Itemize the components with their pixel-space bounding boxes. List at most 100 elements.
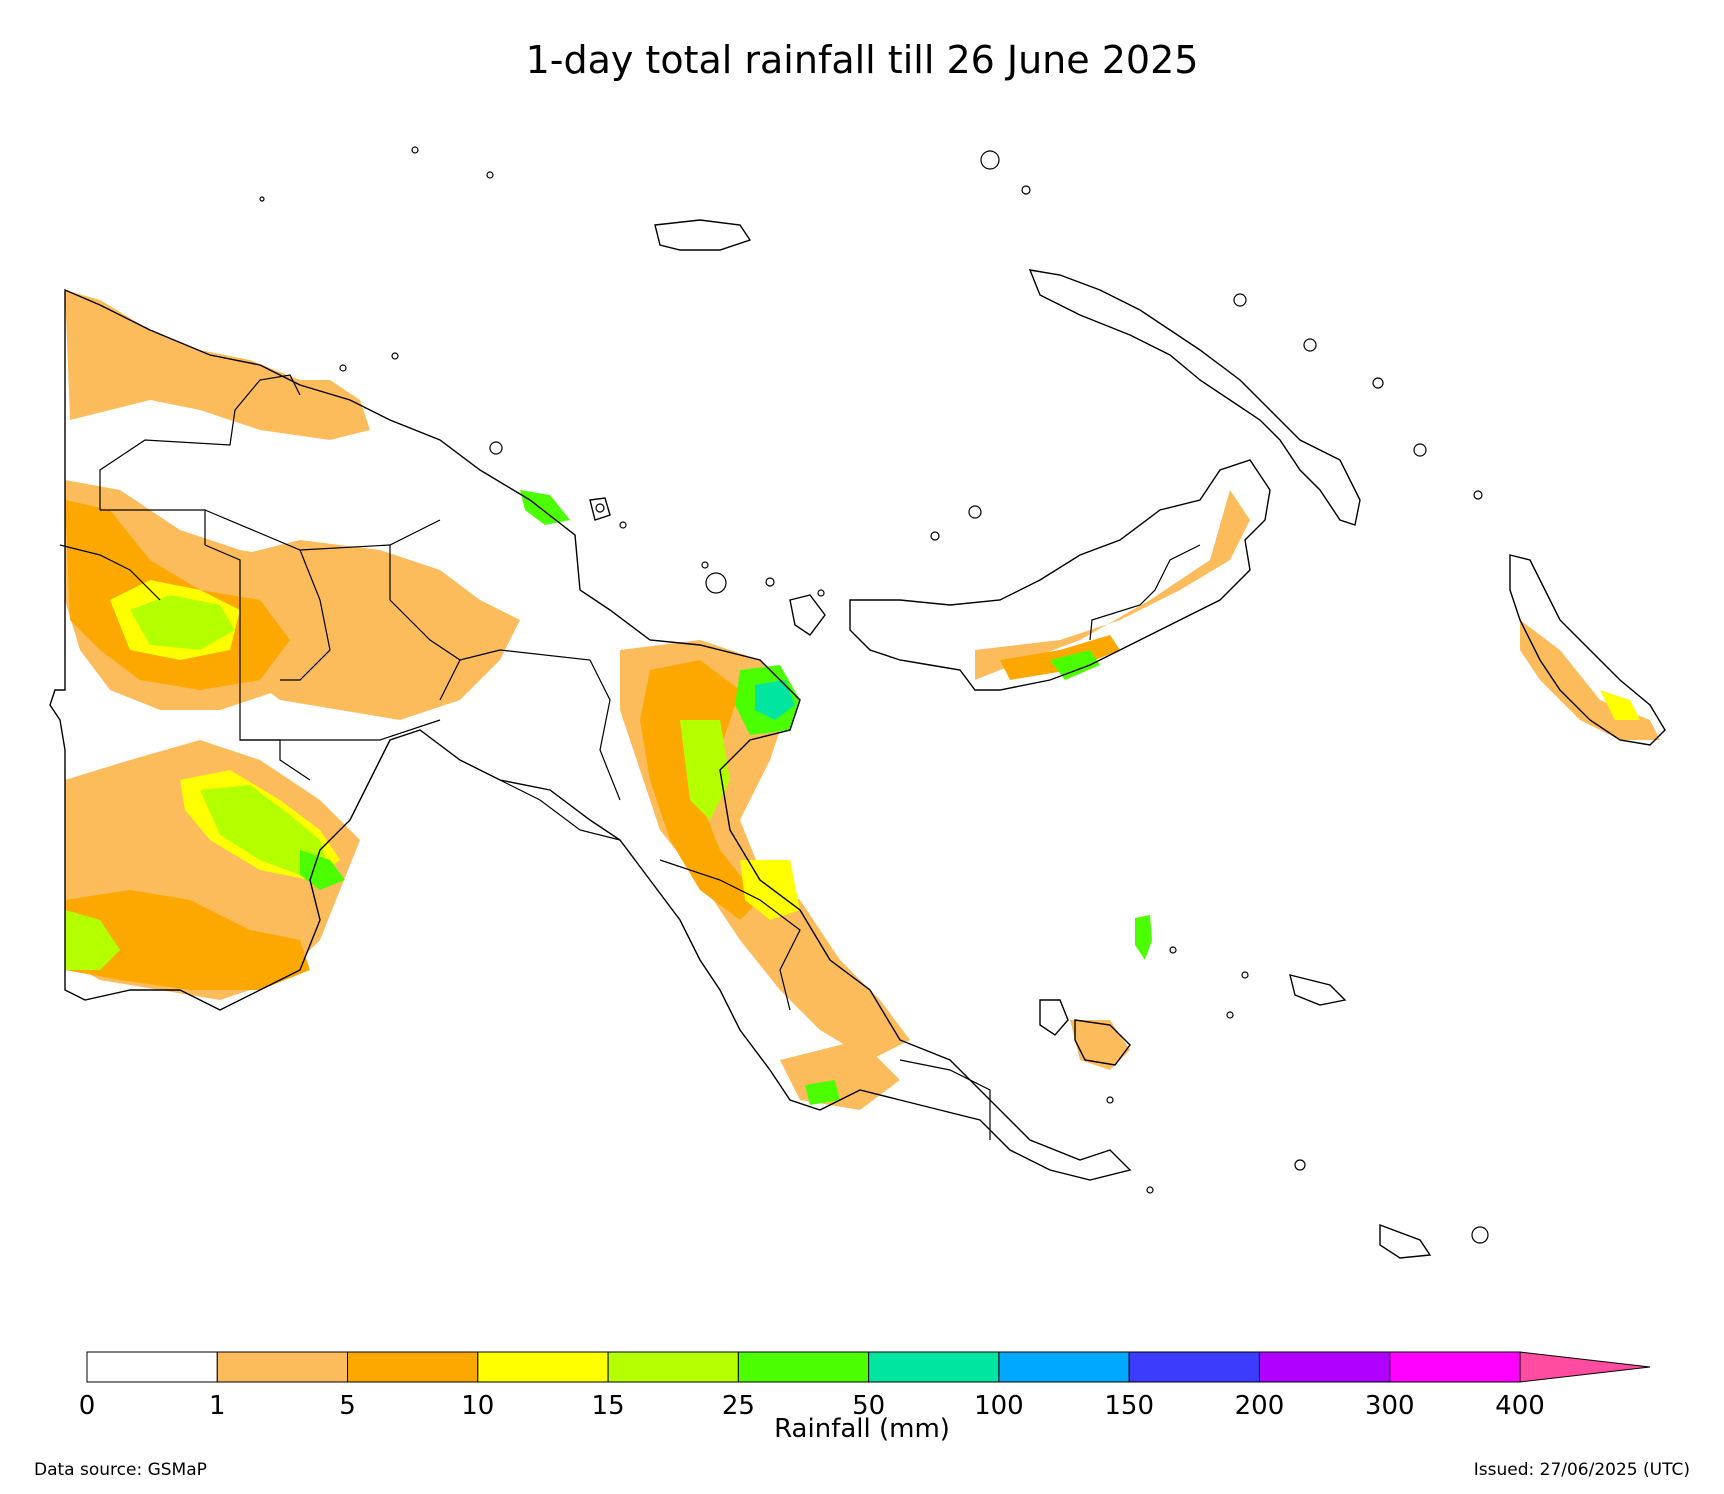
colorbar-tick-label: 0: [79, 1391, 96, 1421]
island-24: [1146, 1186, 1154, 1194]
colorbar-segment: [1389, 1351, 1521, 1383]
island-21: [1226, 1011, 1234, 1019]
colorbar-segment: [216, 1351, 349, 1383]
colorbar-tick-label: 300: [1365, 1391, 1415, 1421]
border-western-gulf: [240, 739, 311, 781]
map-title: 1-day total rainfall till 26 June 2025: [525, 38, 1199, 82]
border-oro-milne: [899, 1059, 991, 1140]
island-10: [930, 531, 940, 541]
rain-core-south-west: [65, 890, 310, 990]
colorbar: 0 1 5 10 15 25 50 100 150 200 300 400: [79, 1351, 1651, 1421]
border-madang-morobe: [459, 649, 621, 801]
island-27: [411, 146, 419, 154]
border-sepik: [100, 509, 441, 551]
island-18: [1021, 185, 1031, 195]
border-highlands-2: [280, 549, 331, 681]
rain-green-north: [520, 490, 570, 525]
colorbar-segment: [86, 1351, 218, 1383]
border-west-north: [99, 374, 301, 510]
goodenough-island-coastline: [1039, 999, 1069, 1036]
colorbar-segment: [1128, 1351, 1260, 1383]
bougainville-coastline: [1509, 554, 1666, 746]
island-22: [1106, 1096, 1114, 1104]
island-6: [701, 561, 709, 569]
island-23: [1294, 1159, 1306, 1171]
colorbar-tick-label: 1: [209, 1391, 226, 1421]
border-central-gulf: [499, 779, 621, 841]
island-1: [391, 352, 399, 360]
island-11: [968, 505, 982, 519]
colorbar-tick-label: 50: [852, 1391, 885, 1421]
small-islands: [259, 146, 1489, 1244]
island-5: [619, 521, 627, 529]
colorbar-tick-label: 150: [1104, 1391, 1154, 1421]
colorbar-tick-label: 200: [1235, 1391, 1285, 1421]
colorbar-extend-arrow: [1519, 1351, 1651, 1383]
bismarck-island-coastline: [789, 594, 826, 636]
island-3: [489, 441, 503, 455]
colorbar-tick-label: 15: [592, 1391, 625, 1421]
colorbar-tick-label: 10: [461, 1391, 494, 1421]
rain-area-bougainville: [1520, 620, 1660, 740]
island-2: [339, 364, 347, 372]
rain-area-highlands: [220, 540, 520, 720]
island-8: [765, 577, 775, 587]
border-south-west: [59, 544, 161, 601]
island-17: [980, 150, 1000, 170]
colorbar-tick-label: 5: [339, 1391, 356, 1421]
fergusson-island-coastline: [1074, 1019, 1131, 1066]
mainland-coastline: [49, 288, 1132, 1181]
colorbar-segment: [607, 1351, 739, 1383]
island-15: [1413, 443, 1427, 457]
province-borders: [59, 374, 1201, 1140]
rain-green-island: [1135, 915, 1152, 960]
island-12: [1233, 293, 1247, 307]
rain-yellow-bougainville: [1600, 690, 1640, 720]
island-20: [1169, 946, 1177, 954]
island-26: [486, 171, 494, 179]
colorbar-tick-label: 100: [974, 1391, 1024, 1421]
island-9: [817, 589, 825, 597]
rain-teal-coast: [755, 680, 795, 720]
issued-date: Issued: 27/06/2025 (UTC): [1473, 1460, 1690, 1480]
island-7: [705, 572, 727, 594]
new-britain-coastline: [849, 459, 1271, 691]
border-highlands-3: [389, 545, 461, 701]
rain-green-new-britain: [1050, 650, 1100, 680]
island-14: [1372, 377, 1384, 389]
colorbar-tick-label: 400: [1495, 1391, 1545, 1421]
island-19: [1241, 971, 1249, 979]
woodlark-island-coastline: [1289, 974, 1347, 1006]
island-25: [1471, 1226, 1489, 1244]
rain-lime-south-west: [200, 785, 330, 875]
colorbar-segment: [1258, 1351, 1391, 1383]
karkar-island-coastline: [589, 497, 611, 521]
data-source: Data source: GSMaP: [34, 1460, 207, 1480]
island-13: [1303, 338, 1317, 352]
colorbar-label: Rainfall (mm): [774, 1414, 950, 1444]
island-16: [1473, 490, 1483, 500]
colorbar-tick-label: 25: [722, 1391, 755, 1421]
colorbar-segment: [477, 1351, 609, 1383]
colorbar-segment: [347, 1351, 479, 1383]
rain-green-south-west: [300, 850, 345, 890]
rain-yellow-east: [740, 860, 800, 920]
rain-green-south-east: [805, 1080, 840, 1105]
new-ireland-coastline: [1028, 269, 1361, 526]
rain-lime-west-edge: [65, 910, 120, 970]
border-east-new-britain: [1089, 544, 1201, 641]
coastlines: [49, 219, 1666, 1259]
island-4: [595, 503, 605, 513]
rain-area-west-north: [65, 290, 370, 440]
colorbar-segment: [998, 1351, 1130, 1383]
rain-lime-east: [680, 720, 730, 820]
rossel-island-coastline: [1379, 1223, 1432, 1259]
border-morobe-oro: [659, 859, 801, 1011]
colorbar-segment: [868, 1351, 1000, 1383]
rain-area-milne-bay: [1070, 1020, 1130, 1070]
manus-coastline: [654, 219, 752, 251]
colorbar-segment: [737, 1351, 870, 1383]
rain-lime-west: [130, 595, 235, 650]
island-28: [259, 196, 265, 202]
